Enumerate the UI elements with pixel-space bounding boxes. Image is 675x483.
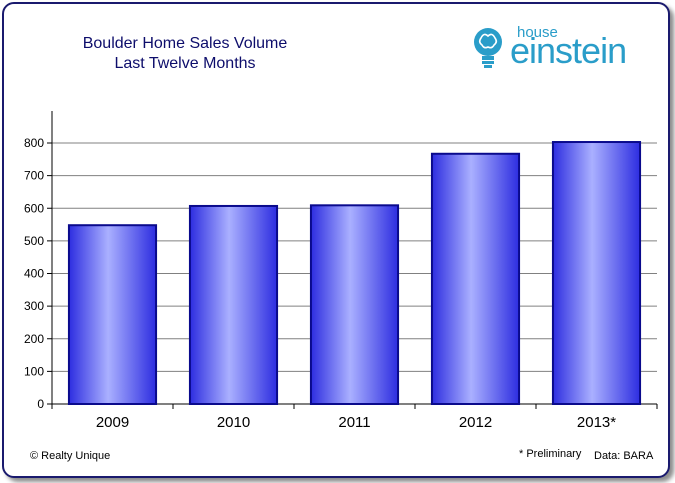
house-einstein-logo: house einstein [470,24,650,76]
y-tick-label: 500 [24,234,44,248]
x-tick-label: 2011 [338,414,370,431]
y-tick-label: 400 [24,267,44,281]
bar-2012 [430,152,521,405]
title-line-2: Last Twelve Months [114,55,256,72]
logo-text-einstein: einstein [510,30,627,71]
chart-title: Boulder Home Sales Volume Last Twelve Mo… [40,34,330,74]
x-tick-label: 2009 [96,414,129,431]
logo-text-house: house [517,24,558,41]
bar-2010 [188,204,279,405]
x-tick-label: 2013* [577,414,616,431]
bar-2013 [551,141,642,406]
bar-2011 [309,204,400,405]
y-tick-label: 200 [24,332,44,346]
data-source: Data: BARA [594,450,654,462]
copyright-text: © Realty Unique [30,450,111,462]
x-tick-label: 2010 [217,414,250,431]
y-tick-label: 300 [24,299,44,313]
y-tick-label: 100 [24,364,44,378]
y-tick-label: 700 [24,169,44,183]
x-tick-label: 2012 [459,414,492,431]
y-tick-label: 800 [24,136,44,150]
title-line-1: Boulder Home Sales Volume [82,35,288,52]
y-tick-label: 600 [24,201,44,215]
preliminary-note: * Preliminary [519,448,582,460]
y-tick-label: 0 [37,397,44,411]
bar-2009 [67,224,158,405]
lightbulb-brain-icon [474,28,502,68]
